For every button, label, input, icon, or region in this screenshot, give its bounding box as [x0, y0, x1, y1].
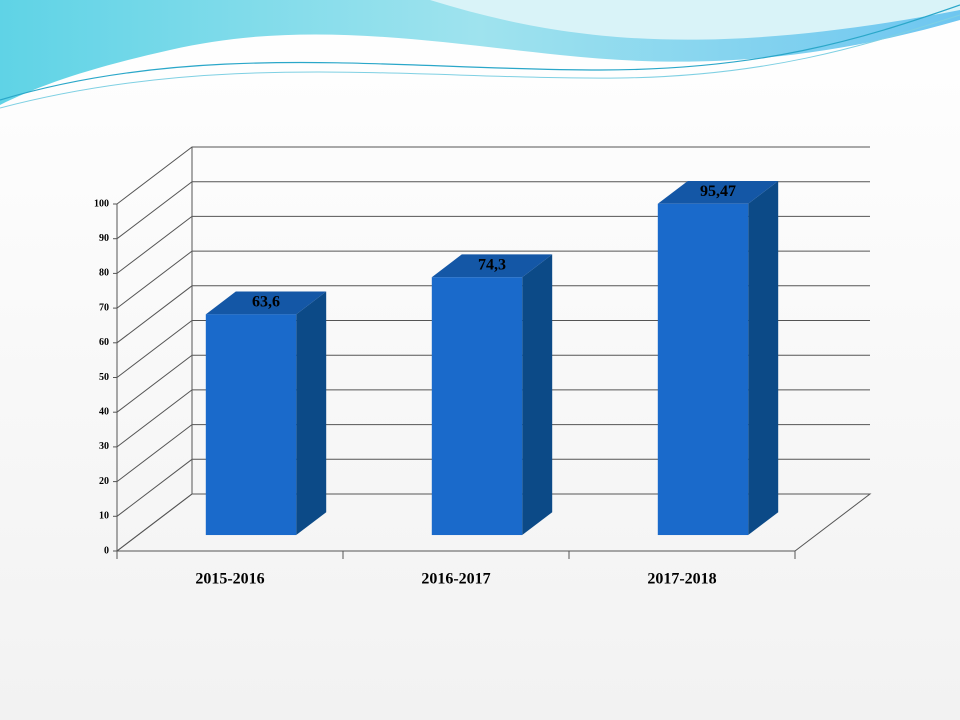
bar-top: [431, 254, 553, 278]
y-tick-label: 0: [104, 545, 109, 556]
bar-top: [205, 291, 327, 315]
x-tick-label: 2015-2016: [195, 571, 264, 588]
bar-top: [657, 180, 779, 204]
y-tick-label: 70: [99, 302, 109, 313]
y-tick-label: 40: [99, 406, 109, 417]
y-tick-label: 50: [99, 372, 109, 383]
y-tick-label: 60: [99, 337, 109, 348]
value-label: 63,6: [252, 294, 280, 311]
header-wave-light: [430, 0, 960, 40]
grid-line: [116, 354, 870, 413]
y-tick-label: 100: [94, 198, 109, 209]
y-tick-label: 80: [99, 268, 109, 279]
grid-line: [116, 493, 870, 552]
grid-line: [116, 389, 870, 448]
header-line: [0, 14, 960, 109]
bar-side: [748, 180, 779, 536]
grid-line: [116, 424, 870, 482]
x-tick-label: 2017-2018: [647, 571, 716, 588]
bar: [657, 203, 749, 536]
x-tick-label: 2016-2017: [421, 571, 490, 588]
bar-side: [522, 254, 553, 536]
grid-line: [116, 458, 870, 517]
grid-line: [116, 285, 870, 344]
grid-line: [116, 320, 870, 378]
y-tick-label: 20: [99, 476, 109, 487]
value-label: 95,47: [700, 183, 736, 200]
y-tick-label: 90: [99, 233, 109, 244]
bar: [205, 314, 297, 536]
bar-side: [296, 291, 327, 536]
header-line: [0, 4, 960, 101]
y-tick-label: 10: [99, 511, 109, 522]
value-label: 74,3: [478, 256, 506, 273]
grid-line: [116, 181, 870, 240]
grid-line: [116, 250, 870, 309]
bar: [431, 277, 523, 536]
grid-line: [116, 215, 870, 274]
grid-line: [116, 146, 870, 205]
plot-area: 0 10 20 30 40 50 60 70 80 90 100 2015-2016 63,6 2016-…: [94, 146, 872, 588]
y-tick-label: 30: [99, 441, 109, 452]
